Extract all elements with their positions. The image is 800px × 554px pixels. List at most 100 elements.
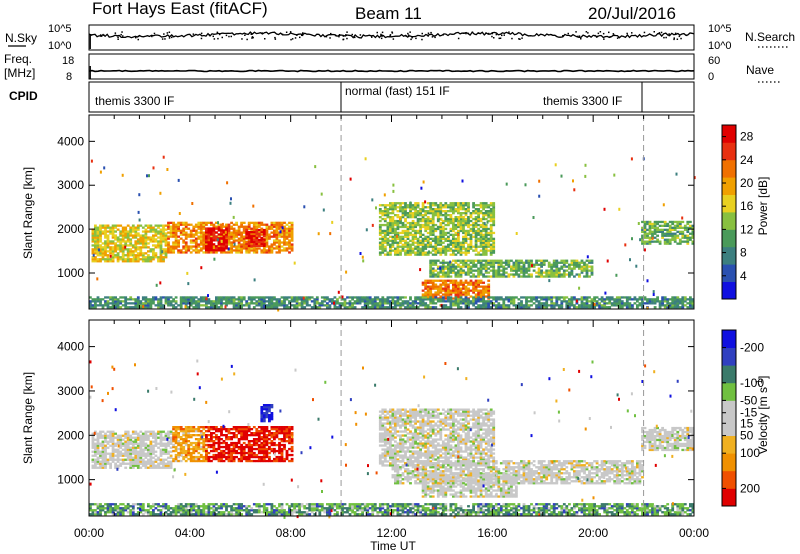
power-cell bbox=[109, 232, 112, 235]
power-cell bbox=[260, 242, 264, 245]
power-cell bbox=[383, 241, 387, 244]
power-cell bbox=[421, 283, 425, 286]
power-cell bbox=[487, 233, 491, 236]
power-cell bbox=[454, 247, 458, 250]
power-cell bbox=[449, 229, 453, 233]
power-cell bbox=[179, 304, 183, 307]
velocity-cell bbox=[119, 452, 123, 455]
power-cell bbox=[462, 227, 465, 231]
power-cell bbox=[376, 298, 380, 301]
power-cell bbox=[381, 245, 385, 248]
velocity-cell bbox=[169, 464, 173, 467]
power-cell bbox=[575, 263, 579, 266]
power-cell bbox=[381, 296, 385, 299]
velocity-cell bbox=[91, 454, 95, 457]
power-cell bbox=[281, 226, 284, 230]
velocity-cell bbox=[129, 450, 133, 453]
power-cell bbox=[290, 296, 294, 299]
power-cell bbox=[452, 267, 455, 270]
power-cell bbox=[479, 300, 483, 303]
power-cell bbox=[520, 304, 523, 307]
power-cell bbox=[469, 245, 473, 248]
power-cell bbox=[673, 304, 677, 307]
power-cell bbox=[474, 283, 478, 286]
power-cell bbox=[452, 259, 455, 262]
power-cell bbox=[237, 251, 241, 254]
power-cell bbox=[487, 289, 491, 292]
power-cell bbox=[431, 208, 435, 211]
power-cell bbox=[257, 247, 261, 250]
power-cell bbox=[469, 295, 473, 298]
power-cell bbox=[89, 306, 92, 309]
power-cell bbox=[560, 259, 564, 262]
power-cell bbox=[383, 208, 387, 211]
power-cell bbox=[643, 228, 647, 231]
noise-search-dot bbox=[465, 32, 467, 35]
velocity-cell bbox=[179, 459, 183, 463]
power-cell bbox=[512, 269, 516, 272]
power-cell bbox=[197, 231, 201, 234]
power-cell bbox=[464, 263, 468, 266]
power-cell bbox=[502, 273, 506, 276]
power-cell bbox=[588, 269, 591, 272]
power-cell bbox=[489, 210, 493, 213]
power-cell bbox=[172, 227, 175, 230]
power-cell bbox=[426, 225, 430, 229]
power-cell bbox=[588, 261, 591, 264]
power-cell bbox=[164, 248, 168, 251]
power-cell bbox=[494, 259, 498, 262]
power-cell bbox=[336, 300, 339, 303]
power-cell bbox=[290, 298, 294, 301]
power-cell bbox=[159, 281, 162, 285]
power-cell bbox=[237, 231, 241, 234]
power-cell bbox=[452, 281, 455, 284]
power-cell bbox=[280, 231, 284, 234]
velocity-cell bbox=[121, 460, 125, 463]
power-cell bbox=[230, 233, 233, 236]
power-cell bbox=[290, 237, 294, 240]
power-cell bbox=[570, 300, 574, 303]
power-cell bbox=[479, 229, 483, 233]
power-cell bbox=[429, 210, 433, 213]
power-cell bbox=[449, 265, 453, 268]
power-cell bbox=[391, 206, 395, 209]
power-cell bbox=[144, 302, 148, 305]
power-cell bbox=[499, 261, 503, 264]
velocity-cell bbox=[136, 452, 140, 455]
power-cell bbox=[439, 208, 443, 211]
power-cell bbox=[497, 259, 501, 262]
velocity-cell bbox=[119, 438, 123, 441]
power-cell bbox=[257, 234, 261, 238]
power-cell bbox=[421, 239, 425, 242]
power-cell bbox=[111, 230, 115, 233]
power-cell bbox=[472, 212, 475, 215]
power-cell bbox=[138, 218, 141, 222]
power-cell bbox=[391, 245, 395, 248]
power-cell bbox=[419, 225, 422, 229]
power-cell bbox=[106, 244, 110, 247]
power-cell bbox=[197, 306, 201, 309]
power-cell bbox=[472, 206, 475, 209]
power-cell bbox=[520, 269, 523, 272]
power-cell bbox=[192, 235, 196, 238]
power-cell bbox=[134, 248, 138, 251]
power-cell bbox=[474, 235, 478, 238]
velocity-cell bbox=[167, 456, 170, 459]
noise-search-dot bbox=[291, 38, 294, 40]
noise-search-dot bbox=[616, 37, 619, 39]
velocity-cell bbox=[116, 452, 120, 455]
power-cell bbox=[124, 258, 128, 261]
power-cell bbox=[550, 267, 554, 270]
power-cell bbox=[462, 239, 465, 242]
power-cell bbox=[280, 241, 284, 244]
noise-search-dot bbox=[381, 34, 384, 37]
power-cell bbox=[257, 232, 261, 236]
power-cell bbox=[199, 298, 203, 301]
power-cell bbox=[459, 273, 463, 276]
noise-search-dot bbox=[329, 37, 331, 39]
power-cell bbox=[469, 283, 473, 286]
velocity-cell bbox=[121, 444, 125, 447]
power-cell bbox=[237, 249, 241, 252]
power-cell bbox=[280, 249, 284, 252]
